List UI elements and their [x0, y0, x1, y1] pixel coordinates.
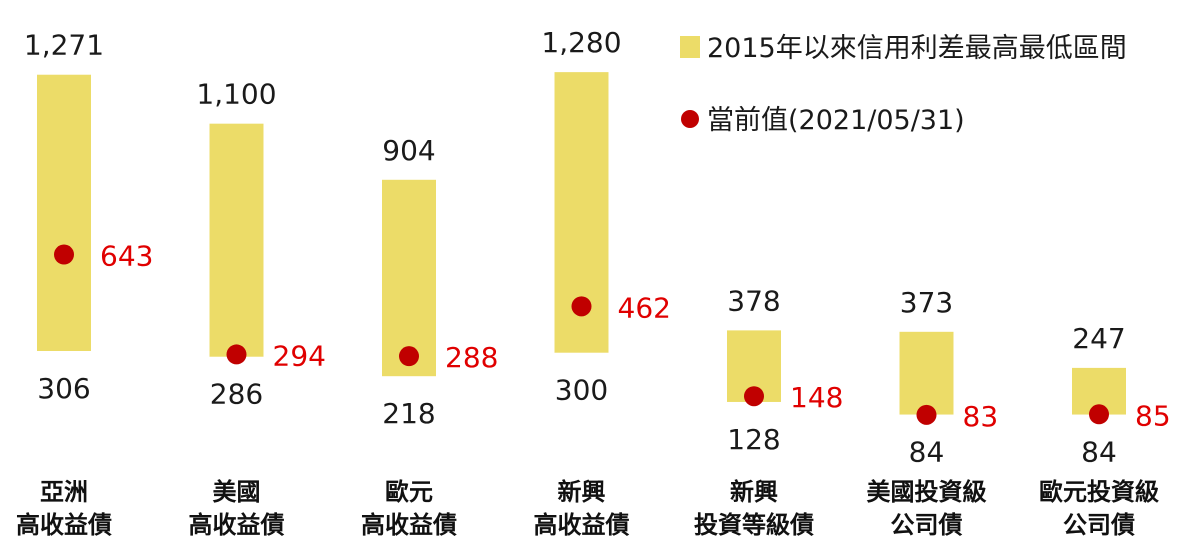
current-label: 85	[1135, 399, 1171, 432]
high-label: 378	[727, 284, 780, 317]
range-bar	[37, 74, 91, 351]
current-point	[399, 346, 419, 367]
high-label: 1,100	[196, 78, 276, 111]
high-label: 904	[382, 134, 435, 167]
low-label: 84	[1081, 436, 1117, 469]
range-bar	[382, 179, 436, 377]
current-point	[54, 244, 74, 265]
category-label: 高收益債	[534, 511, 630, 539]
high-label: 1,271	[24, 29, 104, 62]
current-label: 83	[963, 400, 999, 433]
low-label: 218	[382, 397, 435, 430]
category-label: 投資等級債	[694, 511, 814, 539]
current-point	[571, 296, 592, 317]
current-label: 294	[273, 339, 326, 372]
category-label: 亞洲	[40, 478, 88, 506]
category-label: 高收益債	[361, 511, 457, 539]
category-label: 新興	[730, 478, 778, 506]
current-label: 462	[618, 291, 671, 324]
current-label: 643	[100, 240, 153, 273]
current-point	[1089, 404, 1109, 425]
low-label: 300	[555, 374, 608, 407]
high-label: 247	[1072, 322, 1125, 355]
legend-range-swatch	[680, 36, 700, 58]
category-label: 美國	[213, 478, 261, 506]
low-label: 306	[37, 372, 90, 405]
legend-range-label: 2015年以來信用利差最高最低區間	[707, 33, 1127, 64]
current-point	[916, 404, 937, 425]
category-label: 新興	[558, 478, 606, 506]
category-label: 公司債	[1063, 511, 1135, 539]
category-label: 美國投資級	[867, 478, 987, 506]
category-label: 公司債	[891, 511, 963, 539]
category-label: 歐元投資級	[1039, 478, 1159, 506]
current-point	[744, 386, 764, 407]
current-point	[226, 344, 247, 365]
category-label: 歐元	[385, 478, 433, 506]
legend: 2015年以來信用利差最高最低區間 當前值(2021/05/31)	[680, 33, 1127, 136]
current-label: 288	[445, 341, 498, 374]
high-label: 373	[900, 286, 953, 319]
low-label: 128	[727, 423, 780, 456]
legend-current-dot	[681, 110, 699, 128]
current-label: 148	[790, 381, 843, 414]
high-label: 1,280	[541, 26, 621, 59]
low-label: 84	[909, 436, 945, 469]
category-label: 高收益債	[16, 511, 112, 539]
category-label: 高收益債	[189, 511, 285, 539]
legend-current-label: 當前值(2021/05/31)	[707, 105, 965, 136]
range-bar	[209, 123, 264, 357]
low-label: 286	[210, 378, 263, 411]
range-bar	[899, 331, 954, 415]
